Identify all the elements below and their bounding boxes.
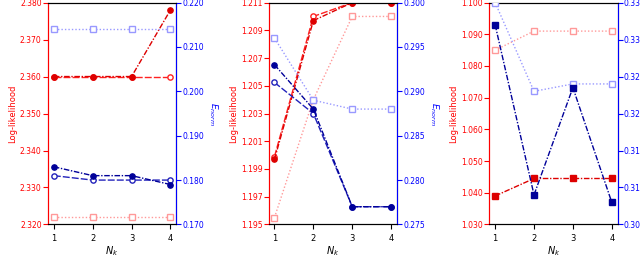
X-axis label: $N_k$: $N_k$ — [547, 245, 560, 258]
Y-axis label: Log-likelihood: Log-likelihood — [449, 84, 458, 143]
Y-axis label: $E_{norm}$: $E_{norm}$ — [428, 102, 440, 125]
Text: $\times10^4$: $\times10^4$ — [270, 0, 291, 3]
Text: $\times10^4$: $\times10^4$ — [49, 0, 70, 3]
X-axis label: $N_k$: $N_k$ — [326, 245, 339, 258]
X-axis label: $N_k$: $N_k$ — [106, 245, 119, 258]
Y-axis label: $E_{norm}$: $E_{norm}$ — [207, 102, 220, 125]
Text: $\times10^4$: $\times10^4$ — [491, 0, 512, 3]
Y-axis label: Log-likelihood: Log-likelihood — [8, 84, 17, 143]
Y-axis label: Log-likelihood: Log-likelihood — [229, 84, 238, 143]
